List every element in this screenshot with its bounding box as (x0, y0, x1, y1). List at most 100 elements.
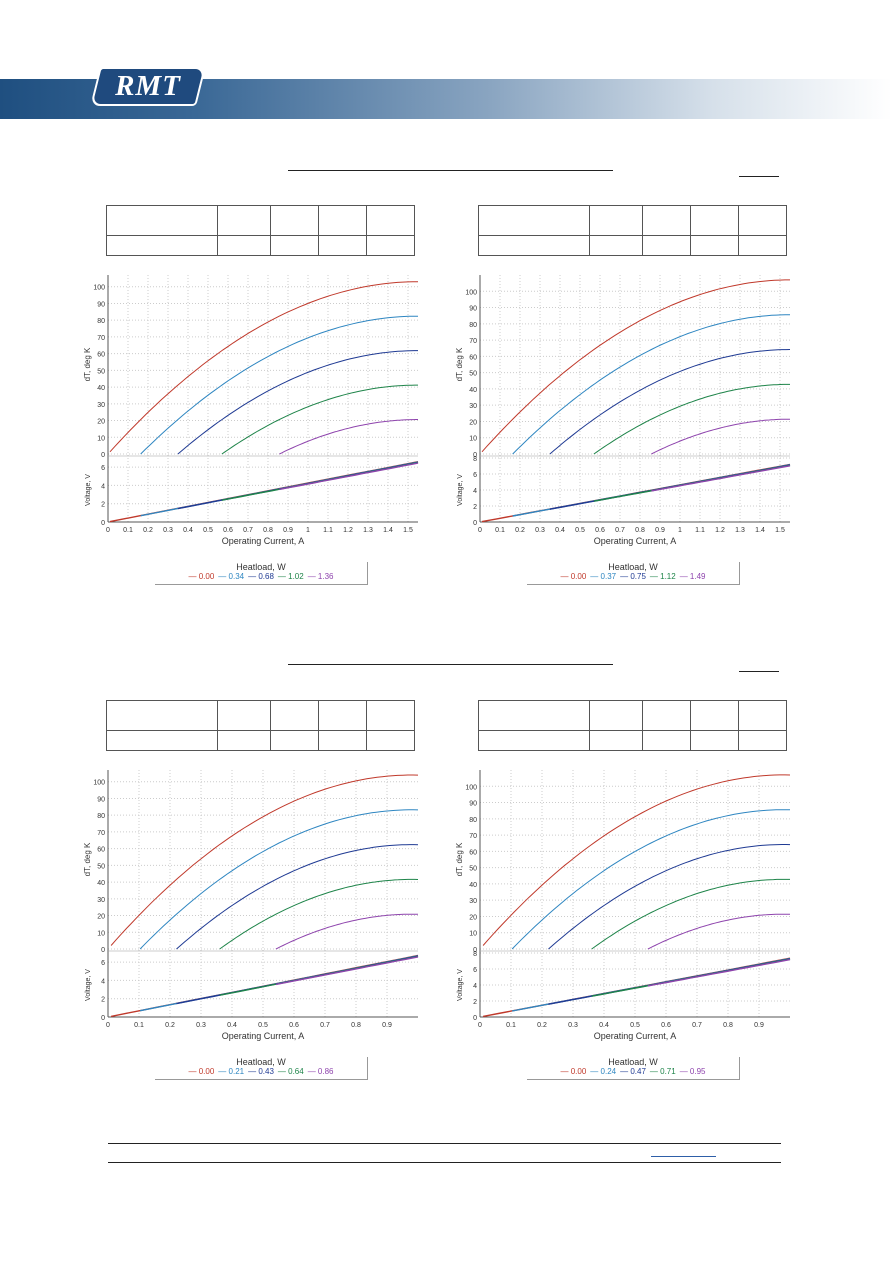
legend-items: — 0.00— 0.34— 0.68— 1.02— 1.36 (155, 572, 367, 582)
dt-series-line (512, 314, 790, 455)
y-tick-label: 50 (469, 866, 477, 873)
dt-series-line (511, 809, 791, 950)
y-tick-label: 100 (93, 285, 105, 292)
x-tick-label: 0.4 (555, 527, 565, 534)
spec-table (478, 700, 787, 751)
y-tick-label: 4 (473, 983, 477, 990)
section-title-line (288, 664, 613, 665)
x-tick-label: 0.2 (143, 527, 153, 534)
y-tick-label: 40 (469, 387, 477, 394)
x-tick-label: 1.2 (715, 527, 725, 534)
legend-items: — 0.00— 0.21— 0.43— 0.64— 0.86 (155, 1067, 367, 1077)
y-tick-label: 70 (97, 335, 105, 342)
y-axis-label: dT, deg K (455, 842, 464, 876)
x-tick-label: 0.4 (183, 527, 193, 534)
legend-items: — 0.00— 0.37— 0.75— 1.12— 1.49 (527, 572, 739, 582)
x-tick-label: 0.7 (692, 1022, 702, 1029)
section-title-line (288, 170, 613, 171)
x-tick-label: 0.9 (283, 527, 293, 534)
rmt-logo: RMT (90, 67, 206, 106)
dt-series-line (139, 809, 419, 950)
y-tick-label: 0 (101, 452, 105, 459)
chart-legend: Heatload, W — 0.00— 0.37— 0.75— 1.12— 1.… (527, 562, 740, 585)
x-tick-label: 1.5 (775, 527, 785, 534)
y-tick-label: 10 (469, 931, 477, 938)
legend-item: — 0.00 (188, 1067, 215, 1076)
y-tick-label: 100 (465, 784, 477, 791)
x-tick-label: 0.2 (537, 1022, 547, 1029)
y-tick-label: 40 (469, 882, 477, 889)
x-tick-label: 1.5 (403, 527, 413, 534)
y-tick-label: 6 (101, 465, 105, 472)
x-tick-label: 0.8 (635, 527, 645, 534)
voltage-series-line (279, 462, 419, 491)
dt-series-line (548, 844, 791, 950)
y-tick-label: 0 (473, 1015, 477, 1022)
x-tick-label: 0.8 (723, 1022, 733, 1029)
x-tick-label: 0 (106, 527, 110, 534)
y-tick-label: 80 (469, 817, 477, 824)
y-tick-label: 4 (101, 483, 105, 490)
x-tick-label: 0.8 (263, 527, 273, 534)
legend-item: — 0.00 (560, 572, 587, 581)
x-tick-label: 0.3 (163, 527, 173, 534)
x-tick-label: 1.3 (735, 527, 745, 534)
dt-series-line (549, 349, 791, 455)
legend-item: — 0.37 (590, 572, 617, 581)
dt-series-line (647, 913, 790, 950)
y-tick-label: 80 (97, 813, 105, 820)
legend-item: — 0.71 (649, 1067, 676, 1076)
x-tick-label: 0.8 (351, 1022, 361, 1029)
legend-item: — 0.24 (590, 1067, 617, 1076)
x-tick-label: 0.6 (223, 527, 233, 534)
y-axis-label: Voltage, V (457, 969, 464, 1001)
x-tick-label: 0.7 (615, 527, 625, 534)
x-tick-label: 0.5 (203, 527, 213, 534)
y-tick-label: 20 (469, 419, 477, 426)
y-tick-label: 0 (101, 1015, 105, 1022)
y-tick-label: 30 (469, 403, 477, 410)
x-tick-label: 0 (478, 1022, 482, 1029)
y-tick-label: 0 (473, 452, 477, 459)
y-tick-label: 6 (101, 960, 105, 967)
x-tick-label: 1 (306, 527, 310, 534)
dt-series-line (481, 279, 790, 453)
y-tick-label: 30 (469, 898, 477, 905)
legend-title: Heatload, W (608, 562, 658, 572)
legend-title: Heatload, W (236, 562, 286, 572)
x-tick-label: 0.4 (227, 1022, 237, 1029)
x-tick-label: 0.9 (754, 1022, 764, 1029)
x-tick-label: 1.1 (323, 527, 333, 534)
x-tick-label: 0.4 (599, 1022, 609, 1029)
x-tick-label: 0.6 (289, 1022, 299, 1029)
y-tick-label: 90 (97, 301, 105, 308)
y-tick-label: 2 (473, 504, 477, 511)
legend-title: Heatload, W (236, 1057, 286, 1067)
x-tick-label: 1.2 (343, 527, 353, 534)
y-tick-label: 80 (469, 322, 477, 329)
x-tick-label: 0.3 (196, 1022, 206, 1029)
y-axis-label: dT, deg K (83, 842, 92, 876)
y-axis-label: Voltage, V (457, 474, 464, 506)
legend-item: — 0.21 (218, 1067, 245, 1076)
y-tick-label: 4 (473, 488, 477, 495)
y-tick-label: 50 (97, 368, 105, 375)
spec-table (106, 700, 415, 751)
logo-text: RMT (115, 70, 181, 102)
y-axis-label: Voltage, V (85, 474, 92, 506)
x-tick-label: 0.3 (568, 1022, 578, 1029)
x-tick-label: 0 (106, 1022, 110, 1029)
y-tick-label: 40 (97, 880, 105, 887)
dt-series-line (482, 774, 791, 946)
x-tick-label: 0.7 (243, 527, 253, 534)
legend-item: — 0.34 (218, 572, 245, 581)
y-tick-label: 0 (473, 520, 477, 527)
x-tick-label: 0.1 (134, 1022, 144, 1029)
y-tick-label: 20 (97, 419, 105, 426)
y-tick-label: 50 (97, 863, 105, 870)
y-tick-label: 60 (97, 352, 105, 359)
y-tick-label: 10 (97, 435, 105, 442)
dt-series-line (110, 774, 419, 946)
x-tick-label: 0.6 (595, 527, 605, 534)
